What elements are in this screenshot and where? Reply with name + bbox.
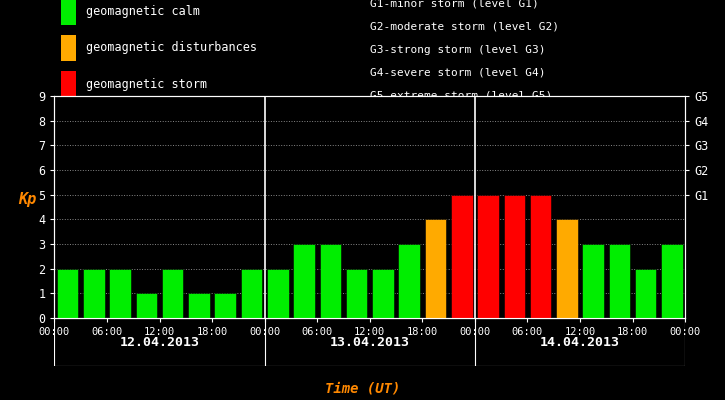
Bar bbox=[477, 195, 499, 318]
Bar bbox=[609, 244, 630, 318]
Y-axis label: Kp: Kp bbox=[18, 192, 36, 207]
Bar bbox=[372, 269, 394, 318]
Bar bbox=[530, 195, 551, 318]
Text: geomagnetic disturbances: geomagnetic disturbances bbox=[86, 42, 257, 54]
Text: 14.04.2013: 14.04.2013 bbox=[540, 336, 620, 348]
Text: geomagnetic storm: geomagnetic storm bbox=[86, 78, 207, 91]
Text: 13.04.2013: 13.04.2013 bbox=[330, 336, 410, 348]
Bar bbox=[346, 269, 368, 318]
Text: G3-strong storm (level G3): G3-strong storm (level G3) bbox=[370, 45, 545, 55]
Bar bbox=[267, 269, 289, 318]
Text: G2-moderate storm (level G2): G2-moderate storm (level G2) bbox=[370, 22, 559, 32]
Bar bbox=[425, 219, 446, 318]
Bar bbox=[635, 269, 656, 318]
Bar bbox=[504, 195, 525, 318]
Bar bbox=[162, 269, 183, 318]
Bar bbox=[109, 269, 130, 318]
Text: G5-extreme storm (level G5): G5-extreme storm (level G5) bbox=[370, 91, 552, 101]
Bar bbox=[61, 0, 76, 25]
Bar bbox=[215, 293, 236, 318]
Bar bbox=[241, 269, 262, 318]
Bar bbox=[399, 244, 420, 318]
Bar bbox=[451, 195, 473, 318]
Bar bbox=[320, 244, 341, 318]
Text: Time (UT): Time (UT) bbox=[325, 381, 400, 395]
Bar bbox=[61, 71, 76, 98]
Text: G1-minor storm (level G1): G1-minor storm (level G1) bbox=[370, 0, 539, 9]
Bar bbox=[188, 293, 210, 318]
Bar bbox=[556, 219, 578, 318]
Text: 12.04.2013: 12.04.2013 bbox=[120, 336, 199, 348]
Bar bbox=[294, 244, 315, 318]
Bar bbox=[61, 34, 76, 62]
Bar bbox=[57, 269, 78, 318]
Bar bbox=[582, 244, 604, 318]
Text: geomagnetic calm: geomagnetic calm bbox=[86, 5, 200, 18]
Bar bbox=[83, 269, 104, 318]
Bar bbox=[136, 293, 157, 318]
Text: G4-severe storm (level G4): G4-severe storm (level G4) bbox=[370, 68, 545, 78]
Bar bbox=[661, 244, 683, 318]
